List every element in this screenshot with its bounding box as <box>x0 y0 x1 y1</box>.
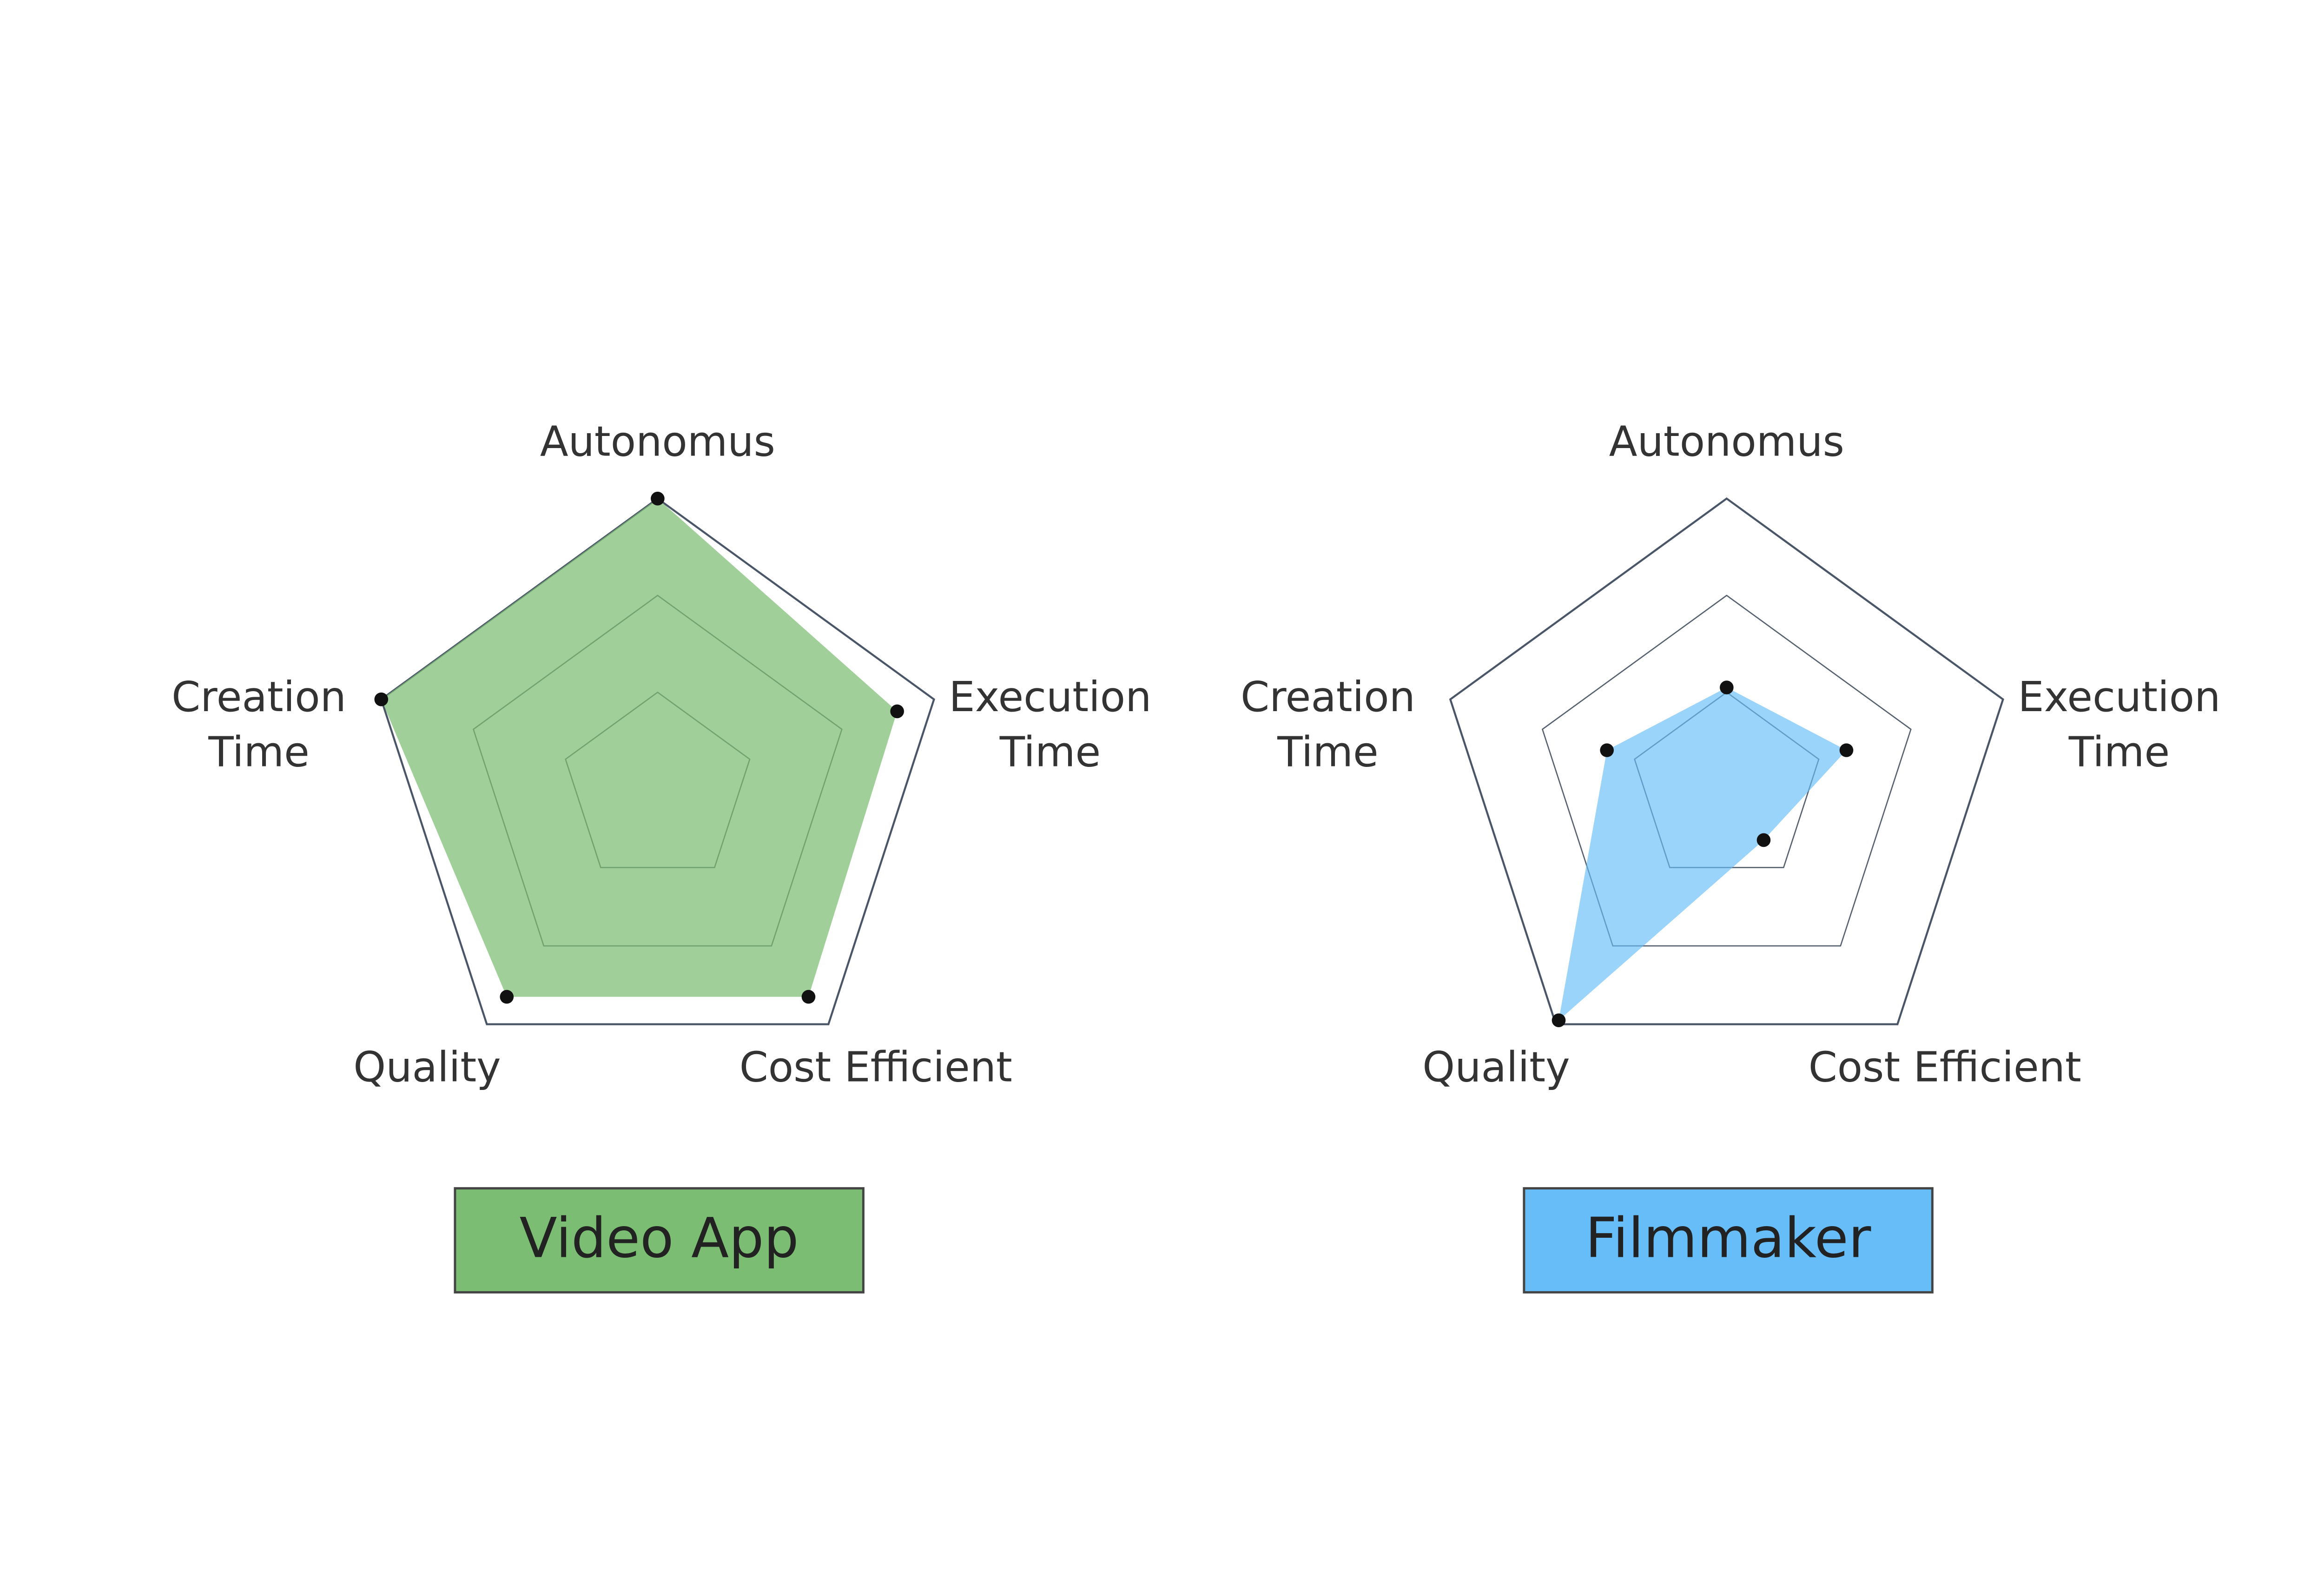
legend-swatch <box>1523 1187 1934 1294</box>
grid-ring <box>1541 594 1912 947</box>
axis-label-box: Execution Time <box>1890 650 2324 803</box>
axis-label-box: Quality <box>1267 994 1725 1147</box>
radar-area <box>1558 687 1847 1021</box>
axis-label: Creation Time <box>172 674 347 778</box>
axis-label: Creation Time <box>1241 674 1415 778</box>
axis-label-box: Cost Efficient <box>647 994 1105 1147</box>
legend-label-box: Filmmaker <box>1524 1188 1933 1293</box>
axis-label-wrap: Quality <box>198 994 656 1147</box>
axis-label-wrap: Cost Efficient <box>647 994 1105 1147</box>
axis-label-box: Cost Efficient <box>1716 994 2174 1147</box>
data-point <box>1720 680 1734 694</box>
data-point <box>801 990 816 1004</box>
axis-label-wrap: Execution Time <box>821 650 1280 803</box>
data-point <box>374 692 389 706</box>
legend-label-box: Video App <box>455 1188 864 1293</box>
data-point <box>1839 743 1854 757</box>
axis-label-box: Execution Time <box>821 650 1280 803</box>
axis-label-wrap: Autonomus <box>428 367 887 520</box>
axis-label: Cost Efficient <box>1808 1045 2081 1093</box>
legend-swatch <box>454 1187 865 1294</box>
legend-label: Filmmaker <box>1585 1208 1871 1271</box>
radar-area <box>381 498 898 997</box>
data-point <box>651 491 665 506</box>
axis-label-box: Quality <box>198 994 656 1147</box>
axis-label-wrap: Autonomus <box>1497 367 1956 520</box>
data-point <box>1600 743 1614 757</box>
axis-label: Execution Time <box>2018 674 2221 778</box>
axis-label: Autonomus <box>1609 418 1844 466</box>
axis-label: Quality <box>353 1045 501 1093</box>
axis-label-wrap: Creation Time <box>1098 650 1557 803</box>
axis-label: Autonomus <box>540 418 775 466</box>
axis-label-wrap: Execution Time <box>1890 650 2324 803</box>
data-point <box>890 704 904 719</box>
grid-ring <box>1449 497 2004 1025</box>
axis-label-wrap: Quality <box>1267 994 1725 1147</box>
grid-ring <box>380 497 935 1025</box>
axis-label-wrap: Cost Efficient <box>1716 994 2174 1147</box>
axis-label: Execution Time <box>949 674 1152 778</box>
axis-label: Cost Efficient <box>739 1045 1012 1093</box>
data-point <box>1756 833 1771 847</box>
axis-label-box: Autonomus <box>1497 367 1956 520</box>
axis-label-box: Creation Time <box>1098 650 1557 803</box>
legend-label-wrap: Filmmaker <box>1524 1188 1933 1293</box>
axis-label-wrap: Creation Time <box>29 650 488 803</box>
axis-label-box: Autonomus <box>428 367 887 520</box>
legend-label-wrap: Video App <box>455 1188 864 1293</box>
data-point <box>500 990 514 1004</box>
data-point <box>1552 1013 1566 1027</box>
axis-label: Quality <box>1422 1045 1570 1093</box>
axis-label-box: Creation Time <box>29 650 488 803</box>
legend-label: Video App <box>519 1208 799 1271</box>
